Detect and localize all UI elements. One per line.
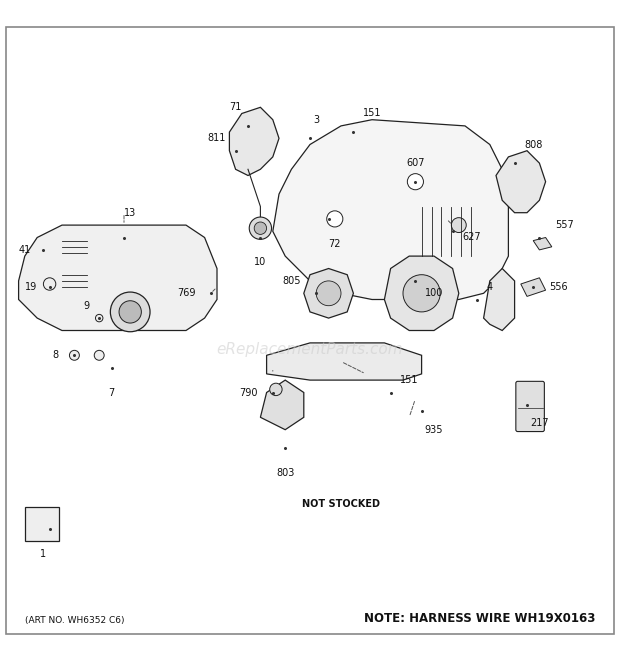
Text: 7: 7	[108, 387, 115, 397]
Polygon shape	[304, 268, 353, 318]
Polygon shape	[384, 256, 459, 330]
Polygon shape	[533, 237, 552, 250]
Circle shape	[249, 217, 272, 239]
Polygon shape	[484, 268, 515, 330]
Text: 556: 556	[549, 282, 567, 292]
Circle shape	[327, 211, 343, 227]
Text: 217: 217	[530, 418, 549, 428]
Text: 100: 100	[425, 288, 443, 298]
Text: 803: 803	[276, 468, 294, 478]
Circle shape	[270, 383, 282, 395]
Circle shape	[254, 222, 267, 235]
Text: 4: 4	[487, 282, 493, 292]
Polygon shape	[260, 380, 304, 430]
FancyBboxPatch shape	[516, 381, 544, 432]
Text: 808: 808	[524, 139, 542, 149]
Text: 10: 10	[254, 257, 267, 267]
Text: 607: 607	[406, 158, 425, 168]
Text: 627: 627	[462, 233, 480, 243]
Text: 41: 41	[19, 245, 31, 255]
Text: 151: 151	[363, 108, 381, 118]
Circle shape	[451, 217, 466, 233]
Text: 935: 935	[425, 425, 443, 435]
Text: 13: 13	[124, 208, 136, 217]
Polygon shape	[267, 343, 422, 380]
Circle shape	[403, 275, 440, 312]
Circle shape	[95, 315, 103, 322]
Polygon shape	[521, 278, 546, 296]
Text: 72: 72	[329, 239, 341, 249]
Text: 9: 9	[84, 301, 90, 311]
Circle shape	[43, 278, 56, 290]
Circle shape	[407, 174, 423, 190]
Polygon shape	[273, 120, 508, 299]
Circle shape	[94, 350, 104, 360]
Text: 8: 8	[53, 350, 59, 360]
Text: NOTE: HARNESS WIRE WH19X0163: NOTE: HARNESS WIRE WH19X0163	[364, 612, 595, 625]
FancyBboxPatch shape	[25, 507, 59, 541]
Text: 151: 151	[400, 375, 419, 385]
Text: (ART NO. WH6352 C6): (ART NO. WH6352 C6)	[25, 616, 124, 625]
Circle shape	[119, 301, 141, 323]
Polygon shape	[496, 151, 546, 213]
Text: 769: 769	[177, 288, 195, 298]
Circle shape	[316, 281, 341, 305]
Text: 1: 1	[40, 549, 46, 559]
Circle shape	[110, 292, 150, 332]
Text: 805: 805	[282, 276, 301, 286]
Text: 3: 3	[313, 115, 319, 125]
Circle shape	[69, 350, 79, 360]
Polygon shape	[19, 225, 217, 330]
Polygon shape	[229, 107, 279, 176]
Text: eReplacementParts.com: eReplacementParts.com	[216, 342, 404, 356]
Text: 790: 790	[239, 387, 257, 397]
Text: 557: 557	[555, 220, 574, 230]
Text: NOT STOCKED: NOT STOCKED	[302, 499, 380, 509]
Text: 811: 811	[208, 134, 226, 143]
Text: 71: 71	[229, 102, 242, 112]
Text: 19: 19	[25, 282, 37, 292]
